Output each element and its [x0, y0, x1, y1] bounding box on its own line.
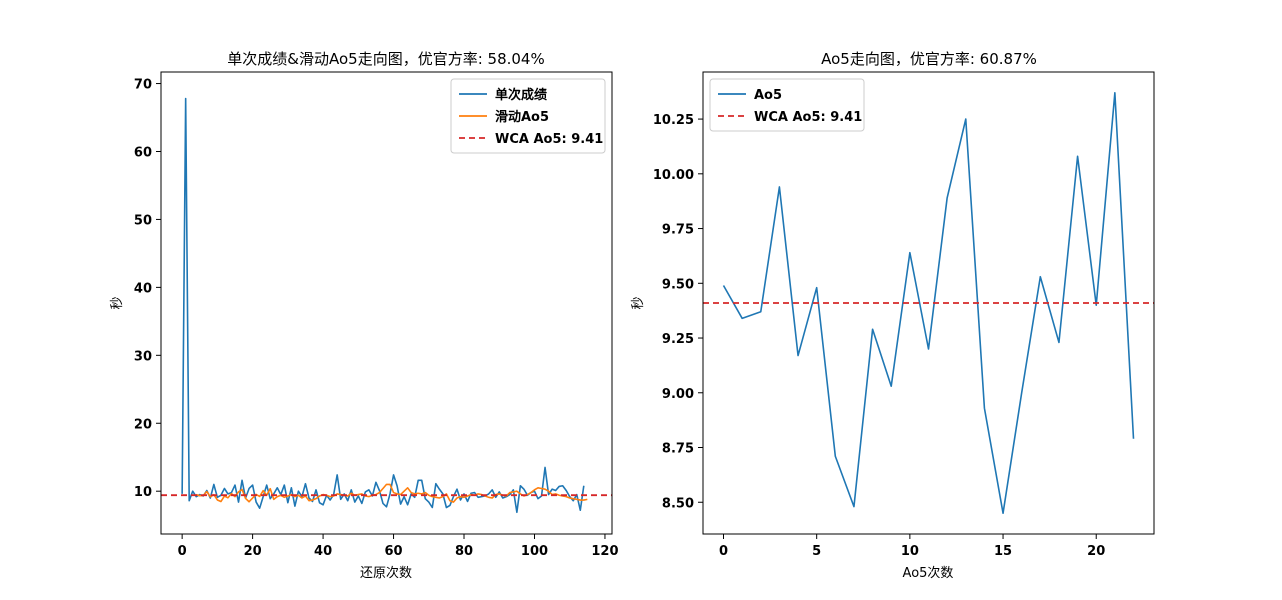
left-y-tick-label: 60 — [134, 145, 152, 160]
right-legend-label-1: WCA Ao5: 9.41 — [754, 110, 862, 125]
left-legend-label-2: WCA Ao5: 9.41 — [495, 132, 603, 147]
left-y-tick-label: 10 — [134, 485, 152, 500]
ao5-chart: Ao5走向图，优官方率: 60.87% 0 5 10 15 20 8.50 8.75 9.0… — [631, 50, 1155, 581]
right-legend-box — [709, 78, 865, 132]
left-x-tick-label: 100 — [521, 544, 548, 559]
right-plot-frame — [702, 71, 1155, 535]
left-chart-title: 单次成绩&滑动Ao5走向图，优官方率: 58.04% — [227, 50, 544, 68]
left-y-tick-label: 30 — [134, 349, 152, 364]
right-y-tick-label: 9.25 — [662, 332, 694, 347]
right-x-tick-label: 0 — [719, 544, 728, 559]
right-y-tick-label: 8.75 — [662, 442, 694, 457]
left-y-tick-label: 20 — [134, 417, 152, 432]
left-x-tick-label: 20 — [244, 544, 262, 559]
right-y-tick-label: 10.00 — [653, 168, 694, 183]
left-x-tick-label: 40 — [314, 544, 332, 559]
left-x-tick-label: 120 — [591, 544, 618, 559]
right-chart-title: Ao5走向图，优官方率: 60.87% — [821, 50, 1037, 68]
right-x-tick-label: 5 — [812, 544, 821, 559]
right-y-axis-label: 秒 — [631, 296, 646, 309]
right-x-ticks: 0 5 10 15 20 — [719, 534, 1105, 559]
left-y-tick-label: 40 — [134, 281, 152, 296]
left-legend-label-1: 滑动Ao5 — [495, 109, 549, 125]
left-y-ticks: 10 20 30 40 50 60 70 — [134, 78, 161, 500]
right-y-tick-label: 9.75 — [662, 223, 694, 238]
right-y-tick-label: 9.50 — [662, 277, 694, 292]
right-series-line-0 — [722, 92, 1135, 515]
left-series-line-0 — [181, 97, 585, 514]
left-x-axis-label: 还原次数 — [360, 565, 412, 581]
left-y-axis-label: 秒 — [110, 296, 125, 309]
left-chart-marks — [161, 97, 612, 514]
left-legend-label-0: 单次成绩 — [495, 87, 547, 103]
left-x-ticks: 0 20 40 60 80 100 120 — [178, 534, 619, 559]
right-y-tick-label: 10.25 — [653, 113, 694, 128]
right-x-tick-label: 15 — [994, 544, 1012, 559]
left-x-tick-label: 0 — [178, 544, 187, 559]
single-and-ao5-chart: 单次成绩&滑动Ao5走向图，优官方率: 58.04% 0 20 40 60 80 100 1… — [110, 50, 619, 581]
right-x-tick-label: 20 — [1087, 544, 1105, 559]
right-y-tick-label: 8.50 — [662, 496, 694, 511]
right-y-tick-label: 9.00 — [662, 387, 694, 402]
left-x-tick-label: 60 — [385, 544, 403, 559]
left-x-tick-label: 80 — [455, 544, 473, 559]
right-chart-marks — [703, 92, 1154, 515]
left-y-tick-label: 50 — [134, 213, 152, 228]
right-legend-label-0: Ao5 — [754, 88, 782, 103]
left-y-tick-label: 70 — [134, 78, 152, 93]
right-x-axis-label: Ao5次数 — [903, 565, 954, 581]
right-legend: Ao5 WCA Ao5: 9.41 — [709, 78, 865, 132]
left-legend-box — [450, 78, 606, 154]
right-y-ticks: 8.50 8.75 9.00 9.25 9.50 9.75 10.00 10.25 — [653, 113, 703, 511]
left-plot-frame — [160, 71, 613, 535]
right-x-tick-label: 10 — [901, 544, 919, 559]
